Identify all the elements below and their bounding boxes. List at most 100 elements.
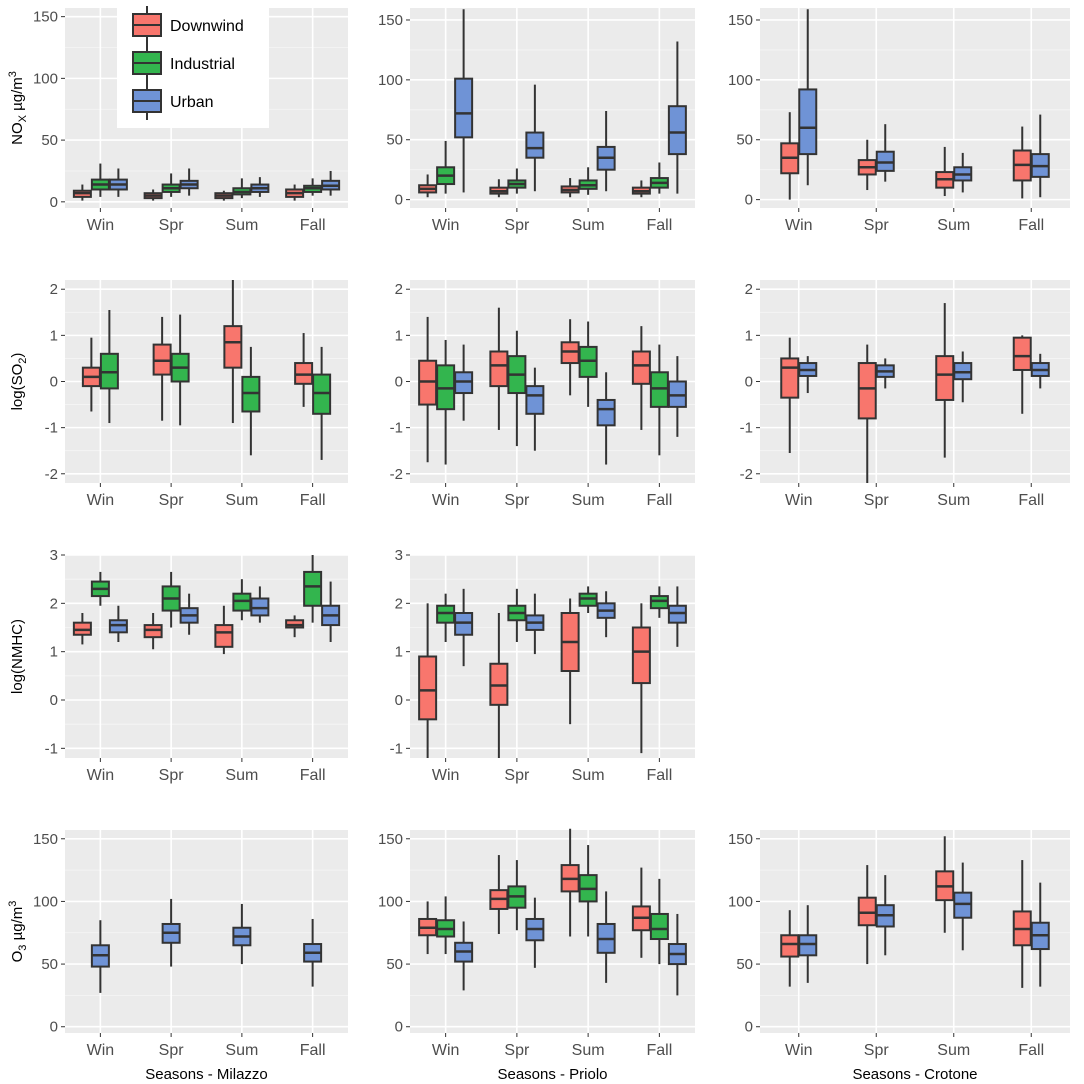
y-tick-label: 150: [728, 831, 753, 848]
box-urban-win: [108, 605, 128, 642]
panel-3-0: 0 50 100 150 Win Spr Sum Fall: [33, 830, 348, 1059]
y-tick-label: -2: [390, 466, 403, 483]
box-body: [780, 357, 800, 399]
box-urban-win: [454, 921, 474, 991]
y-tick-label: 0: [395, 374, 403, 391]
y-tick-label: 1: [50, 327, 58, 344]
y-tick-label: 2: [745, 281, 753, 298]
y-tick-label: 0: [745, 192, 753, 209]
box-downwind-win: [780, 112, 800, 200]
box-downwind-fall: [631, 180, 651, 198]
box-body: [418, 655, 438, 721]
y-tick-label: 1: [50, 644, 58, 661]
y-axis-title: log(NMHC): [9, 619, 26, 694]
box-downwind-sum: [935, 146, 955, 197]
box-downwind-fall: [631, 326, 651, 430]
box-downwind-win: [780, 337, 800, 454]
y-tick-label: 100: [33, 70, 58, 87]
y-tick-label: 1: [395, 327, 403, 344]
box-body: [857, 896, 877, 927]
y-tick-label: -1: [740, 420, 753, 437]
box-urban-win: [798, 9, 818, 186]
box-industrial-win: [99, 309, 119, 424]
panel-0-1: 0 50 100 150 Win Spr Sum Fall: [378, 8, 695, 234]
x-tick-label: Spr: [159, 1042, 185, 1059]
y-tick-label: 150: [33, 9, 58, 26]
x-tick-label: Win: [432, 492, 460, 509]
box-body: [953, 891, 973, 919]
box-downwind-fall: [285, 184, 305, 201]
box-body: [525, 131, 545, 159]
y-tick-label: -1: [45, 420, 58, 437]
x-tick-label: Win: [87, 1042, 115, 1059]
y-tick-label: 0: [395, 192, 403, 209]
box-body: [1012, 336, 1032, 371]
y-tick-label: 100: [378, 72, 403, 89]
box-body: [223, 325, 243, 369]
box-body: [649, 912, 669, 941]
x-tick-label: Win: [432, 767, 460, 784]
x-tick-label: Fall: [300, 492, 326, 509]
y-tick-label: 100: [378, 893, 403, 910]
y-tick-label: 0: [745, 1019, 753, 1036]
box-downwind-spr: [857, 865, 877, 965]
y-axis-title: O3 µg/m3: [7, 901, 29, 963]
box-industrial-spr: [507, 588, 527, 642]
box-urban-fall: [667, 41, 687, 194]
box-downwind-win: [418, 174, 438, 198]
box-industrial-fall: [649, 586, 669, 618]
box-body: [780, 934, 800, 958]
panel-background: [65, 830, 348, 1033]
panel-2-1: -1 0 1 2 3 Win Spr Sum Fall: [390, 547, 695, 784]
box-urban-fall: [1030, 882, 1050, 987]
box-downwind-win: [72, 184, 92, 201]
x-tick-label: Fall: [1018, 492, 1044, 509]
box-urban-win: [454, 588, 474, 667]
box-downwind-win: [780, 910, 800, 987]
box-downwind-fall: [631, 603, 651, 754]
y-tick-label: 150: [378, 12, 403, 29]
box-downwind-fall: [1012, 126, 1032, 199]
x-tick-label: Fall: [646, 217, 672, 234]
x-tick-label: Fall: [300, 217, 326, 234]
x-tick-label: Sum: [225, 492, 258, 509]
y-tick-label: 50: [41, 132, 58, 149]
box-urban-spr: [875, 875, 895, 956]
legend-label: Urban: [170, 94, 214, 111]
panel-2-0: -1 0 1 2 3 Win Spr Sum Fall: [45, 547, 348, 784]
legend-item-downwind: Downwind: [132, 6, 244, 44]
y-axis-title: log(SO2): [9, 353, 29, 411]
y-tick-label: 0: [50, 1019, 58, 1036]
box-downwind-sum: [214, 605, 234, 655]
box-industrial-fall: [649, 344, 669, 456]
box-downwind-win: [72, 613, 92, 645]
box-body: [596, 398, 616, 427]
y-tick-label: 50: [386, 132, 403, 149]
y-tick-label: 150: [728, 12, 753, 29]
box-urban-win: [798, 905, 818, 983]
x-axis-title: Seasons - Priolo: [497, 1066, 607, 1083]
x-tick-label: Sum: [572, 1042, 605, 1059]
x-tick-label: Sum: [225, 1042, 258, 1059]
box-urban-win: [90, 920, 110, 993]
box-urban-fall: [1030, 353, 1050, 389]
box-urban-fall: [667, 913, 687, 996]
x-tick-label: Fall: [300, 1042, 326, 1059]
box-urban-fall: [321, 170, 341, 196]
x-tick-label: Sum: [225, 767, 258, 784]
y-tick-label: 0: [395, 692, 403, 709]
x-tick-label: Win: [87, 767, 115, 784]
y-tick-label: 50: [41, 956, 58, 973]
x-tick-label: Win: [432, 217, 460, 234]
y-tick-label: -2: [45, 466, 58, 483]
box-industrial-spr: [507, 168, 527, 194]
x-tick-label: Spr: [504, 767, 530, 784]
x-tick-label: Spr: [504, 217, 530, 234]
box-body: [489, 350, 509, 388]
box-body: [667, 105, 687, 156]
box-body: [935, 355, 955, 401]
x-tick-label: Sum: [225, 217, 258, 234]
box-industrial-sum: [578, 845, 598, 937]
box-urban-spr: [525, 367, 545, 451]
